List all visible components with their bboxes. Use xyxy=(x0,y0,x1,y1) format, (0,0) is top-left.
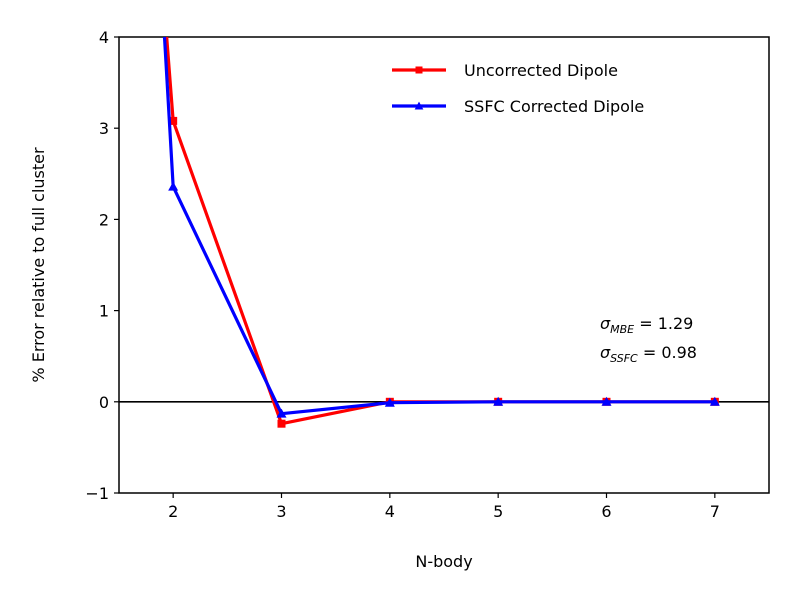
x-tick-label: 4 xyxy=(385,502,395,521)
annotation-mbe-subscript: MBE xyxy=(610,323,634,336)
annotation-ssfc-symbol: σ xyxy=(600,343,611,362)
y-tick-label: 1 xyxy=(99,302,109,321)
x-tick-label: 7 xyxy=(710,502,720,521)
legend-label: Uncorrected Dipole xyxy=(464,61,618,80)
annotation-ssfc-value: = 0.98 xyxy=(638,343,697,362)
data-point-triangle xyxy=(414,101,424,110)
legend-label: SSFC Corrected Dipole xyxy=(464,97,644,116)
legend-item: SSFC Corrected Dipole xyxy=(392,97,644,116)
data-point-triangle xyxy=(601,396,612,406)
y-axis-ticks: −1 0 1 2 3 4 xyxy=(85,28,119,503)
series-1 xyxy=(162,37,720,418)
data-point-square xyxy=(277,419,286,428)
y-tick-label: 3 xyxy=(99,119,109,138)
y-axis-label: % Error relative to full cluster xyxy=(29,147,48,383)
y-tick-label: 4 xyxy=(99,28,109,47)
y-tick-label: −1 xyxy=(85,484,109,503)
data-point-square xyxy=(169,116,178,125)
x-tick-label: 6 xyxy=(601,502,611,521)
data-point-triangle xyxy=(384,397,395,407)
data-point-square xyxy=(415,66,423,74)
data-point-triangle xyxy=(168,181,179,191)
x-axis-ticks: 2 3 4 5 6 7 xyxy=(168,493,720,521)
y-tick-label: 0 xyxy=(99,393,109,412)
data-point-triangle xyxy=(276,408,287,418)
data-point-triangle xyxy=(709,396,720,406)
annotation-mbe-symbol: σ xyxy=(600,314,611,333)
x-tick-label: 3 xyxy=(276,502,286,521)
annotation-ssfc-subscript: SSFC xyxy=(610,352,638,365)
annotation-ssfc: σSSFC = 0.98 xyxy=(600,343,697,365)
series-layer xyxy=(162,37,720,428)
y-tick-label: 2 xyxy=(99,210,109,229)
x-tick-label: 5 xyxy=(493,502,503,521)
annotation-mbe-value: = 1.29 xyxy=(634,314,693,333)
legend-item: Uncorrected Dipole xyxy=(392,61,618,80)
annotation-mbe: σMBE = 1.29 xyxy=(600,314,693,336)
x-tick-label: 2 xyxy=(168,502,178,521)
x-axis-label: N-body xyxy=(415,552,472,571)
plot-area xyxy=(118,36,770,494)
legend: Uncorrected Dipole SSFC Corrected Dipole xyxy=(392,61,644,116)
data-point-triangle xyxy=(493,396,504,406)
